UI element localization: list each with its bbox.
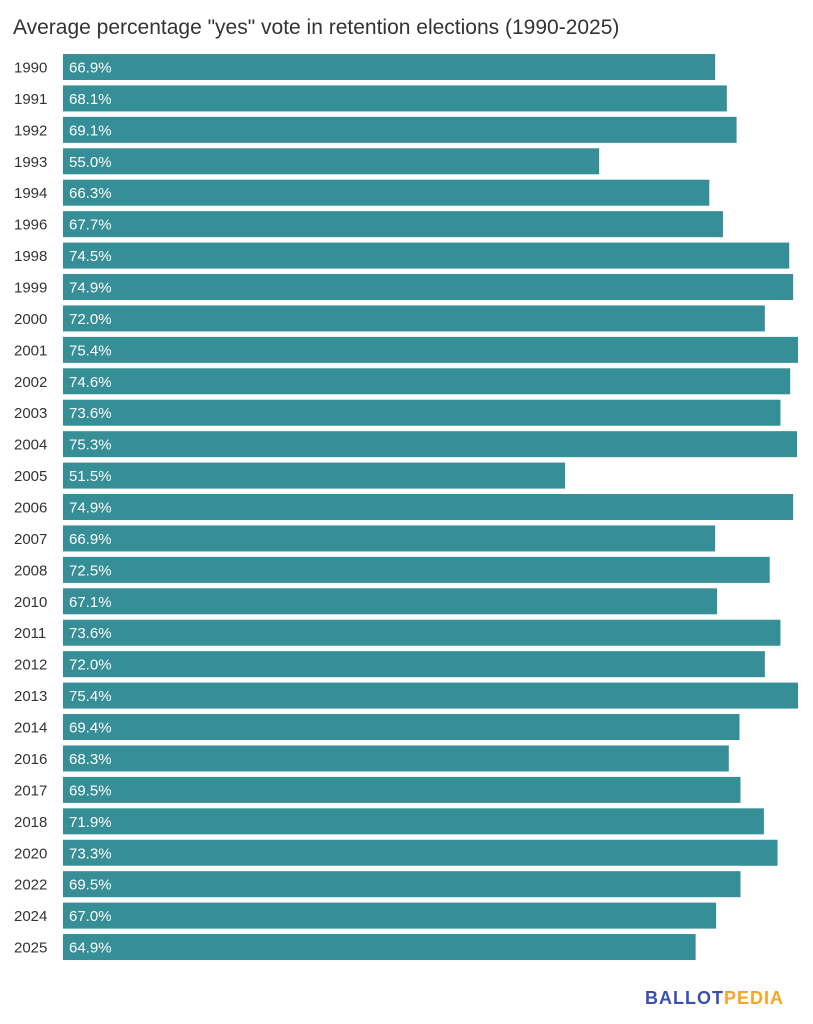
data-label: 68.3% <box>69 751 112 768</box>
category-label: 1994 <box>14 185 47 202</box>
logo-ballot: BALLOT <box>645 988 724 1008</box>
category-label: 2013 <box>14 688 47 705</box>
data-label: 69.5% <box>69 877 112 894</box>
category-label: 2010 <box>14 594 47 611</box>
data-label: 69.1% <box>69 122 112 139</box>
category-label: 2002 <box>14 374 47 391</box>
bar <box>63 902 717 929</box>
bar <box>63 399 781 426</box>
data-label: 73.6% <box>69 405 112 422</box>
category-label: 2004 <box>14 437 47 454</box>
category-label: 2007 <box>14 531 47 548</box>
category-label: 2000 <box>14 311 47 328</box>
bar <box>63 556 770 583</box>
category-label: 2025 <box>14 940 47 957</box>
category-label: 2022 <box>14 877 47 894</box>
category-label: 2014 <box>14 720 47 737</box>
category-label: 2012 <box>14 657 47 674</box>
category-label: 2005 <box>14 468 47 485</box>
bar <box>63 85 727 112</box>
bar <box>63 871 741 898</box>
bar <box>63 148 600 175</box>
category-label: 2008 <box>14 562 47 579</box>
category-label: 2006 <box>14 500 47 517</box>
category-label: 2024 <box>14 908 47 925</box>
bar <box>63 54 716 80</box>
category-label: 2017 <box>14 782 47 799</box>
data-label: 67.7% <box>69 217 112 234</box>
bar <box>63 431 798 458</box>
data-label: 75.4% <box>69 688 112 705</box>
data-label: 66.9% <box>69 60 112 77</box>
logo-pedia: PEDIA <box>723 988 784 1008</box>
bar <box>63 336 798 363</box>
bar <box>63 179 710 206</box>
data-label: 75.4% <box>69 342 112 359</box>
bar <box>63 934 696 961</box>
bar <box>63 714 740 741</box>
category-label: 1992 <box>14 122 47 139</box>
category-label: 2018 <box>14 814 47 831</box>
bar <box>63 808 764 835</box>
data-label: 75.3% <box>69 437 112 454</box>
data-label: 74.6% <box>69 374 112 391</box>
bar <box>63 211 723 238</box>
data-label: 73.6% <box>69 625 112 642</box>
bar <box>63 116 737 143</box>
data-label: 74.9% <box>69 280 112 297</box>
category-label: 2003 <box>14 405 47 422</box>
category-label: 1999 <box>14 280 47 297</box>
bar <box>63 839 778 866</box>
data-label: 74.9% <box>69 500 112 517</box>
bar <box>63 619 781 646</box>
bar <box>63 776 741 803</box>
category-label: 2001 <box>14 342 47 359</box>
bar <box>63 588 718 615</box>
data-label: 67.1% <box>69 594 112 611</box>
bar <box>63 682 798 709</box>
category-label: 2011 <box>14 625 46 642</box>
bar <box>63 745 729 772</box>
data-label: 66.9% <box>69 531 112 548</box>
category-label: 1993 <box>14 154 47 171</box>
category-label: 2016 <box>14 751 47 768</box>
data-label: 69.4% <box>69 720 112 737</box>
data-label: 68.1% <box>69 91 112 108</box>
data-label: 72.0% <box>69 657 112 674</box>
data-label: 71.9% <box>69 814 112 831</box>
chart-title: Average percentage "yes" vote in retenti… <box>13 16 620 39</box>
category-label: 2020 <box>14 845 47 862</box>
category-label: 1990 <box>14 60 47 77</box>
bar <box>63 305 765 332</box>
category-label: 1996 <box>14 217 47 234</box>
bar <box>63 651 765 678</box>
data-label: 51.5% <box>69 468 112 485</box>
data-label: 72.0% <box>69 311 112 328</box>
data-label: 73.3% <box>69 845 112 862</box>
bar <box>63 242 790 269</box>
category-label: 1991 <box>14 91 47 108</box>
category-label: 1998 <box>14 248 47 265</box>
data-label: 72.5% <box>69 562 112 579</box>
data-label: 69.5% <box>69 782 112 799</box>
data-label: 64.9% <box>69 940 112 957</box>
bar <box>63 525 716 552</box>
data-label: 66.3% <box>69 185 112 202</box>
data-label: 74.5% <box>69 248 112 265</box>
bar <box>63 274 794 301</box>
data-label: 55.0% <box>69 154 112 171</box>
ballotpedia-logo: BALLOTPEDIA <box>645 988 784 1009</box>
bar <box>63 368 791 395</box>
bar <box>63 494 794 521</box>
bar <box>63 462 566 489</box>
data-label: 67.0% <box>69 908 112 925</box>
